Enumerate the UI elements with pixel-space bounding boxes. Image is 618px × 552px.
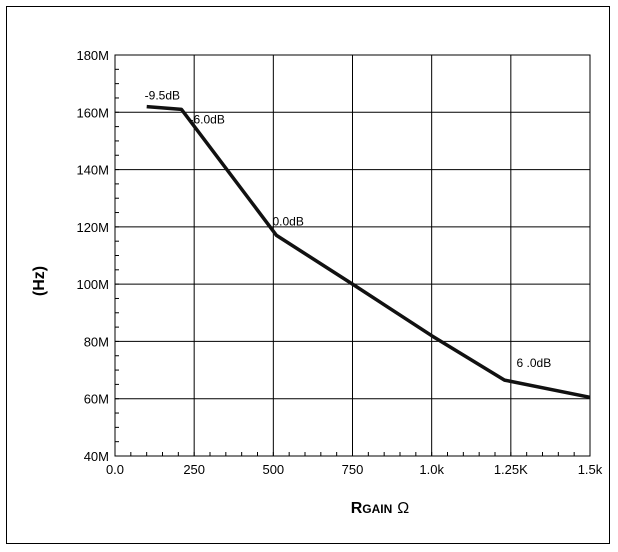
y-tick-label: 160M	[76, 105, 109, 120]
x-axis-label-unit: Ω	[397, 500, 409, 517]
x-tick-label: 500	[262, 462, 284, 477]
x-tick-label: 1.5k	[578, 462, 603, 477]
y-tick-label: 140M	[76, 163, 109, 178]
series-layer	[146, 104, 591, 400]
y-axis-ticks: 40M 60M 80M 100M 120M 140M 160M 180M	[76, 48, 119, 464]
y-tick-label: 40M	[84, 449, 109, 464]
x-tick-label: 0.0	[106, 462, 124, 477]
grid	[115, 55, 590, 456]
x-axis-label-sub: GAIN	[362, 502, 392, 516]
x-tick-label: 750	[342, 462, 364, 477]
x-tick-label: 250	[183, 462, 205, 477]
y-tick-label: 120M	[76, 220, 109, 235]
x-axis-ticks: 0.0 250 500 750 1.0k 1.25K 1.5k	[106, 452, 603, 477]
y-axis-label: (Hz)	[31, 266, 48, 296]
x-tick-label: 1.0k	[419, 462, 444, 477]
y-tick-label: 180M	[76, 48, 109, 63]
x-tick-label: 1.25K	[494, 462, 528, 477]
x-axis-label: RGAIN Ω	[351, 500, 410, 517]
annotation-label: 6 .0dB	[517, 356, 552, 370]
x-axis-label-main: R	[351, 500, 363, 517]
y-tick-label: 60M	[84, 392, 109, 407]
figure-frame	[6, 6, 610, 544]
series-line	[146, 104, 591, 400]
y-tick-label: 80M	[84, 334, 109, 349]
y-tick-label: 100M	[76, 277, 109, 292]
annotations: -9.5dB -6.0dB 0.0dB 6 .0dB	[145, 89, 552, 371]
annotation-label: -9.5dB	[145, 89, 180, 103]
annotation-label: 0.0dB	[273, 214, 304, 228]
annotation-label: -6.0dB	[190, 112, 225, 126]
